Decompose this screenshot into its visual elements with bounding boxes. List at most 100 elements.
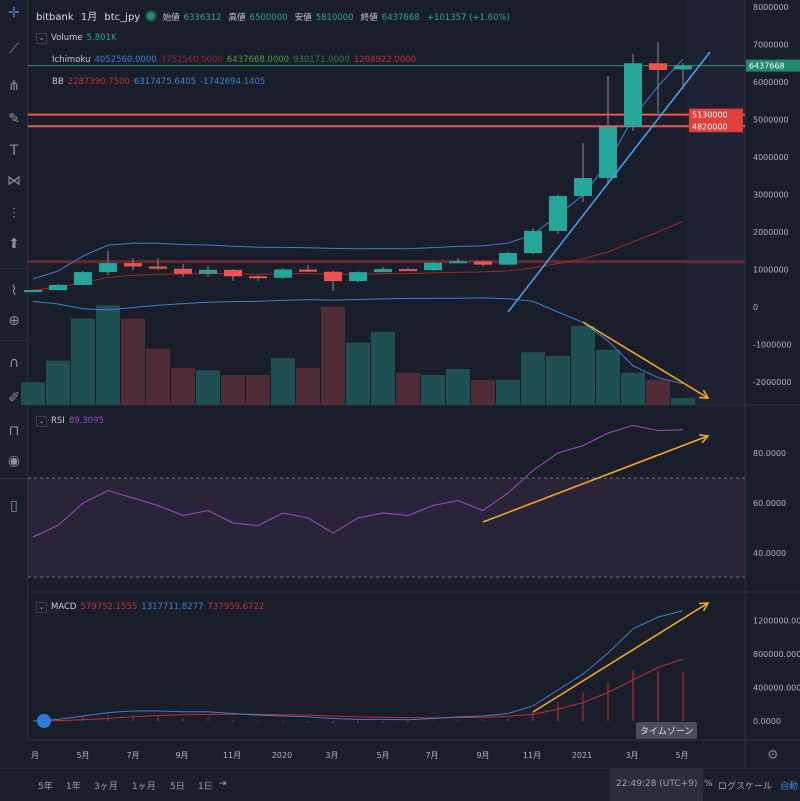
arrow-head [698,602,710,612]
macd-value: 579752.1555 [80,602,138,612]
range-button-0[interactable]: 5年 [38,782,53,792]
volume-bar [521,352,545,405]
candle [524,228,542,255]
symbol-header: bitbank 1月 btc_jpy 始値 6336312 高値 6500000 安… [36,8,514,23]
bb-label[interactable]: BB [52,77,64,87]
rsi-tick-label: 40.0000 [753,549,786,558]
goto-date-button[interactable]: ⇥ [210,779,227,789]
time-tick-label: 月 [31,751,39,760]
trash-icon[interactable]: ▯ [10,498,18,514]
arrow-head [698,389,710,399]
close-value: 6437668 [381,13,420,23]
crosshair-icon[interactable]: ✛ [8,5,20,21]
zoom-in-icon[interactable]: ⊕ [8,313,20,329]
log-scale-toggle[interactable]: ログスケール [718,782,773,792]
change-value: +101357 (+1.60%) [426,13,510,23]
level-label: 4820000 [692,122,728,131]
brush-icon[interactable]: ✎ [8,111,20,127]
candle-body [349,272,367,282]
unlock-icon[interactable]: ⊓ [8,423,20,439]
candle [374,266,392,273]
magnet-icon[interactable]: ∩ [8,355,20,371]
price-tick-label: -1000000 [753,341,792,350]
macd-signal-line [32,658,684,722]
low-label: 安値 [294,13,312,23]
range-button-4[interactable]: 5日 [170,782,185,792]
volume-bar [296,367,320,405]
trend-line-icon[interactable]: ⟋ [9,41,19,57]
candle [399,267,417,272]
volume-legend: ⌄ Volume 5.801K [36,33,121,44]
measure-icon[interactable]: ⫶ [12,206,16,222]
bb-lower-line [32,297,684,385]
volume-label[interactable]: Volume [51,33,83,43]
ruler-icon[interactable]: ⌇ [10,283,18,299]
volume-bar [196,370,220,405]
volume-bar [446,369,470,405]
rsi-label[interactable]: RSI [51,416,65,426]
rsi-tick-label: 60.0000 [753,499,786,508]
macd-label[interactable]: MACD [51,602,77,612]
collapse-chevron-icon[interactable]: ⌄ [36,602,47,613]
ichimoku-label[interactable]: Ichimoku [52,55,91,65]
candle [349,271,367,283]
lock-drawing-icon[interactable]: ✐ [8,390,20,406]
arrow-up-icon[interactable]: ⬆ [8,236,20,252]
volume-bar [546,355,570,405]
pattern-icon[interactable]: ⋈ [7,173,21,189]
volume-bar [271,358,295,405]
toolbar-divider [0,340,28,341]
close-label: 終値 [360,13,378,23]
text-icon[interactable]: T [9,143,19,159]
collapse-chevron-icon[interactable]: ⌄ [36,33,47,44]
candle [424,262,442,271]
macd-tick-label: 1200000.0000 [753,617,800,626]
volume-bar [171,367,195,405]
range-button-5[interactable]: 1日 [198,782,213,792]
settings-gear-icon[interactable]: ⚙ [767,748,779,763]
volume-bar [246,375,270,405]
eye-icon[interactable]: ◉ [7,453,21,469]
macd-tick-label: 800000.0000 [753,650,800,659]
candle-body [549,196,567,231]
timezone-button[interactable]: 22:49:28 (UTC+9) [610,769,704,801]
candle-body [399,269,417,272]
rsi-line [32,424,684,538]
percent-toggle[interactable]: % [704,779,713,789]
range-button-2[interactable]: 3ヶ月 [94,782,118,792]
volume-bar [646,379,670,405]
bb-upper-line [32,58,684,280]
rsi-tick-label: 80.0000 [753,449,786,458]
volume-bar [571,325,595,405]
price-tick-label: 0 [753,303,758,312]
trend-line [507,51,711,313]
high-value: 6500000 [249,13,288,23]
macd-value: 737959.6722 [207,602,265,612]
fork-icon[interactable]: ⋔ [8,78,20,94]
auto-scale-toggle[interactable]: 自動 [780,782,799,792]
candle [74,271,92,286]
candle [124,258,142,271]
open-value: 6336312 [183,13,222,23]
candle-body [299,269,317,272]
range-button-1[interactable]: 1年 [66,782,81,792]
price-tick-label: 7000000 [753,41,789,50]
volume-bar [321,306,345,405]
range-button-3[interactable]: 1ヶ月 [132,782,156,792]
volume-bar [671,398,695,405]
candle [649,41,667,114]
collapse-chevron-icon[interactable]: ⌄ [36,416,47,427]
volume-value: 5.801K [86,33,117,43]
arrow-head [698,433,710,444]
candle [199,265,217,277]
time-tick-label: 7月 [425,751,438,760]
chart-area[interactable]: 8000000 7000000 6000000 5000000 4000000 30000… [0,0,800,768]
macd-value: 1317711.8277 [141,602,204,612]
price-tick-label: -2000000 [753,378,792,387]
candle [149,258,167,271]
interval[interactable]: 1月 [80,12,98,23]
candle [324,270,342,291]
volume-bar [96,305,120,405]
open-label: 始値 [162,13,180,23]
macd-tick-label: 400000.0000 [753,684,800,693]
